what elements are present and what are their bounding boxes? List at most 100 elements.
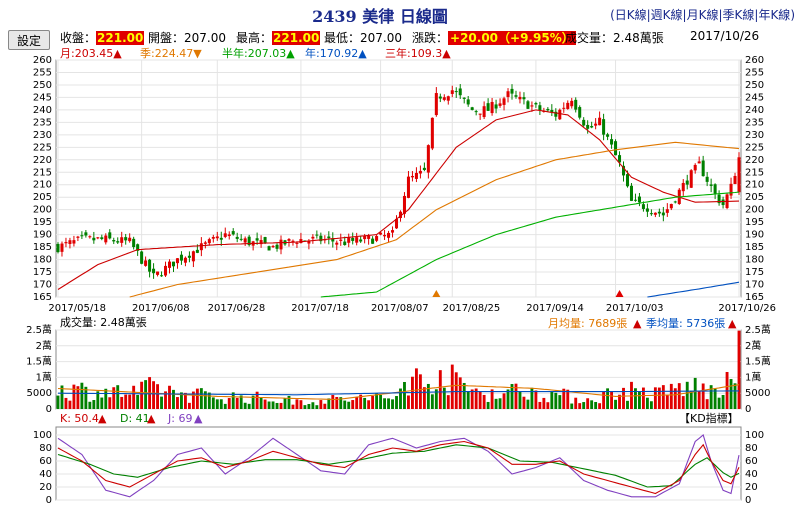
volume-bar (570, 403, 574, 409)
price-tick-right: 240 (745, 105, 764, 116)
candle-body (112, 240, 116, 242)
link-yearly-k[interactable]: 年K線 (758, 8, 791, 22)
candle-body (80, 235, 84, 237)
candle-body (574, 99, 578, 110)
link-daily-k[interactable]: 日K線 (614, 8, 647, 22)
candle-body (729, 183, 733, 196)
candle-body (410, 175, 414, 178)
volume-bar (152, 381, 156, 409)
kd-tick-left: 80 (39, 443, 52, 454)
volume-bar (458, 377, 462, 409)
price-tick-right: 200 (745, 205, 764, 216)
volume-quarter-avg: 季均量: 5736張 (646, 317, 725, 330)
ma-three-year-legend: 三年:109.3▲ (385, 47, 451, 60)
price-plot-area (55, 59, 742, 298)
candle-body (649, 213, 653, 215)
candle-body (709, 184, 713, 186)
volume-bar (120, 396, 124, 409)
volume-bar (263, 399, 267, 409)
candle-body (494, 104, 498, 109)
price-tick-right: 215 (745, 167, 764, 178)
candle-body (343, 241, 347, 246)
candle-body (522, 97, 526, 100)
volume-bar (68, 400, 72, 409)
price-tick-right: 205 (745, 192, 764, 203)
candle-body (379, 232, 383, 235)
kd-tick-left: 20 (39, 482, 52, 493)
volume-month-avg: 月均量: 7689張 (548, 317, 627, 330)
volume-bar (474, 388, 478, 409)
candle-body (160, 275, 164, 277)
volume-bar (191, 391, 195, 409)
candle-body (156, 271, 160, 275)
candle-body (625, 174, 630, 187)
volume-bar (283, 398, 287, 409)
candle-body (84, 232, 88, 236)
candle-body (203, 242, 207, 244)
volume-bar (550, 391, 554, 409)
volume-bar (598, 403, 602, 409)
candle-body (164, 265, 168, 276)
volume-bar (331, 395, 335, 409)
price-tick-left: 165 (33, 292, 52, 303)
volume-tick-left: 0 (46, 404, 52, 415)
volume-bar (343, 400, 347, 409)
candle-body (661, 212, 665, 216)
candle-body (171, 261, 175, 267)
volume-bar (733, 383, 737, 409)
link-monthly-k[interactable]: 月K線 (686, 8, 719, 22)
volume-bar (618, 394, 621, 409)
price-tick-left: 175 (33, 267, 52, 278)
candle-body (219, 237, 223, 240)
kd-j-arrow: ▲ (194, 412, 203, 425)
volume-bar (538, 401, 542, 409)
price-tick-right: 225 (745, 142, 764, 153)
volume-bar (490, 389, 494, 409)
candle-body (100, 237, 104, 240)
price-tick-right: 165 (745, 292, 764, 303)
date-tick: 2017/10/26 (718, 303, 776, 314)
kd-indicator-label: 【KD指標】 (679, 411, 739, 425)
candle-body (351, 237, 355, 241)
candle-body (140, 251, 144, 264)
volume-bar (466, 391, 470, 409)
link-quarterly-k[interactable]: 季K線 (722, 8, 755, 22)
kd-tick-right: 0 (745, 495, 751, 506)
volume-bar (438, 370, 442, 409)
candle-body (426, 145, 430, 173)
volume-bar (510, 384, 514, 409)
volume-bar (669, 383, 673, 409)
candle-body (183, 257, 187, 263)
candle-body (594, 123, 598, 126)
volume-bar (422, 387, 426, 409)
candle-body (570, 100, 574, 107)
candle-body (430, 117, 434, 149)
volume-bar (717, 397, 721, 409)
candle-body (291, 240, 295, 242)
volume-bar (183, 392, 187, 409)
price-tick-left: 250 (33, 80, 52, 91)
volume-bar (522, 396, 526, 409)
volume-bar (267, 401, 271, 409)
ma-half-year-line (320, 191, 740, 298)
volume-bar (207, 392, 211, 409)
volume-bar (502, 393, 506, 409)
volume-bar (219, 399, 223, 409)
candle-body (331, 238, 335, 242)
link-weekly-k[interactable]: 週K線 (650, 8, 683, 22)
volume-bar (195, 388, 199, 409)
volume-bar (641, 387, 645, 409)
volume-bar (271, 401, 275, 409)
candle-body (506, 91, 510, 97)
quote-open: 開盤：207.00 (148, 31, 227, 45)
high-value: 221.00 (272, 31, 321, 45)
settings-button[interactable]: 設定 (8, 30, 50, 50)
volume-bar (713, 388, 717, 409)
candle-body (299, 239, 303, 244)
candle-body (339, 239, 343, 241)
volume-bar (729, 379, 733, 409)
candle-body (259, 240, 263, 245)
candle-body (629, 185, 633, 201)
candle-body (104, 235, 108, 243)
price-tick-right: 245 (745, 92, 764, 103)
